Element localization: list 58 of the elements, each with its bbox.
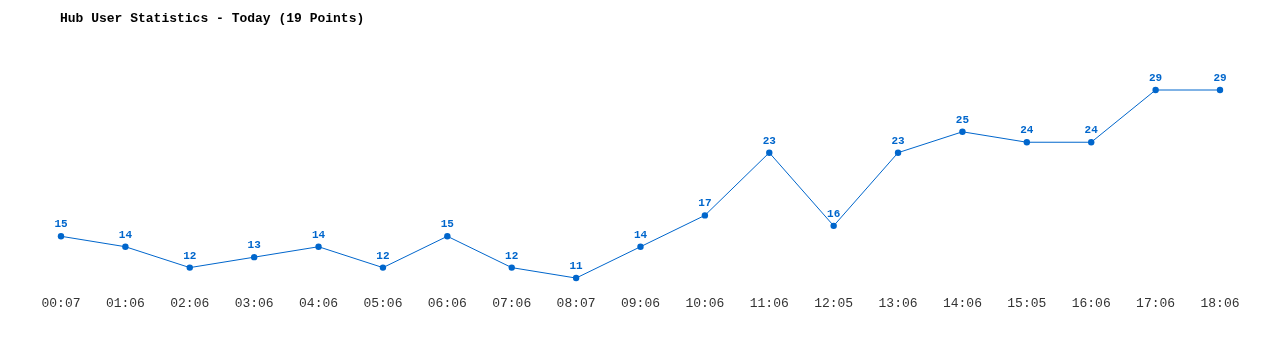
point xyxy=(379,264,387,271)
point xyxy=(186,264,193,271)
x-tick-label: 02:06 xyxy=(170,296,210,311)
x-tick-label: 13:06 xyxy=(878,296,918,311)
point xyxy=(572,274,580,282)
x-tick-label: 16:06 xyxy=(1071,296,1111,311)
data-label: 15 xyxy=(440,218,455,231)
data-label: 29 xyxy=(1149,72,1163,84)
data-label: 17 xyxy=(698,197,712,210)
data-label: 11 xyxy=(569,260,584,273)
point xyxy=(1088,139,1095,146)
x-tick-label: 15:05 xyxy=(1007,296,1047,311)
x-tick-label: 01:06 xyxy=(105,296,145,311)
x-tick-label: 14:06 xyxy=(942,296,982,311)
point xyxy=(1152,86,1159,94)
point xyxy=(315,243,322,250)
data-label: 29 xyxy=(1213,72,1227,84)
data-label: 12 xyxy=(376,249,390,262)
data-label: 14 xyxy=(311,228,326,241)
point xyxy=(830,222,837,230)
point xyxy=(250,253,258,261)
point xyxy=(508,264,515,271)
data-label: 13 xyxy=(247,239,262,252)
point xyxy=(57,233,65,240)
data-label: 23 xyxy=(891,134,906,147)
data-label: 12 xyxy=(183,249,197,262)
data-label: 24 xyxy=(1020,124,1034,137)
chart-title: Hub User Statistics - Today (19 Points) xyxy=(60,11,365,26)
x-tick-label: 09:06 xyxy=(620,296,661,311)
data-label: 24 xyxy=(1084,124,1099,137)
point xyxy=(122,243,129,250)
data-label: 23 xyxy=(762,134,777,147)
point xyxy=(959,128,966,135)
x-tick-label: 08:07 xyxy=(556,296,596,311)
x-tick-label: 07:06 xyxy=(492,296,532,311)
data-label: 16 xyxy=(827,207,841,220)
x-tick-label: 03:06 xyxy=(234,296,274,311)
x-tick-label: 10:06 xyxy=(685,296,725,311)
x-tick-label: 04:06 xyxy=(299,296,339,311)
x-tick-label: 05:06 xyxy=(363,296,403,311)
data-label: 14 xyxy=(118,228,133,241)
x-tick-label: 00:07 xyxy=(41,296,81,311)
x-tick-label: 17:06 xyxy=(1136,296,1176,311)
x-tick-label: 06:06 xyxy=(427,296,467,311)
x-tick-label: 18:06 xyxy=(1200,296,1240,311)
point xyxy=(1216,86,1224,94)
point xyxy=(701,212,709,219)
point xyxy=(1023,139,1031,146)
point xyxy=(766,149,773,156)
x-tick-label: 11:06 xyxy=(749,296,789,311)
x-tick-label: 12:05 xyxy=(814,296,854,311)
data-label: 15 xyxy=(54,218,68,231)
data-label: 25 xyxy=(955,113,970,126)
point xyxy=(637,243,644,250)
data-label: 12 xyxy=(505,249,519,262)
point xyxy=(444,233,451,240)
point xyxy=(894,149,902,156)
data-label: 14 xyxy=(633,228,648,241)
